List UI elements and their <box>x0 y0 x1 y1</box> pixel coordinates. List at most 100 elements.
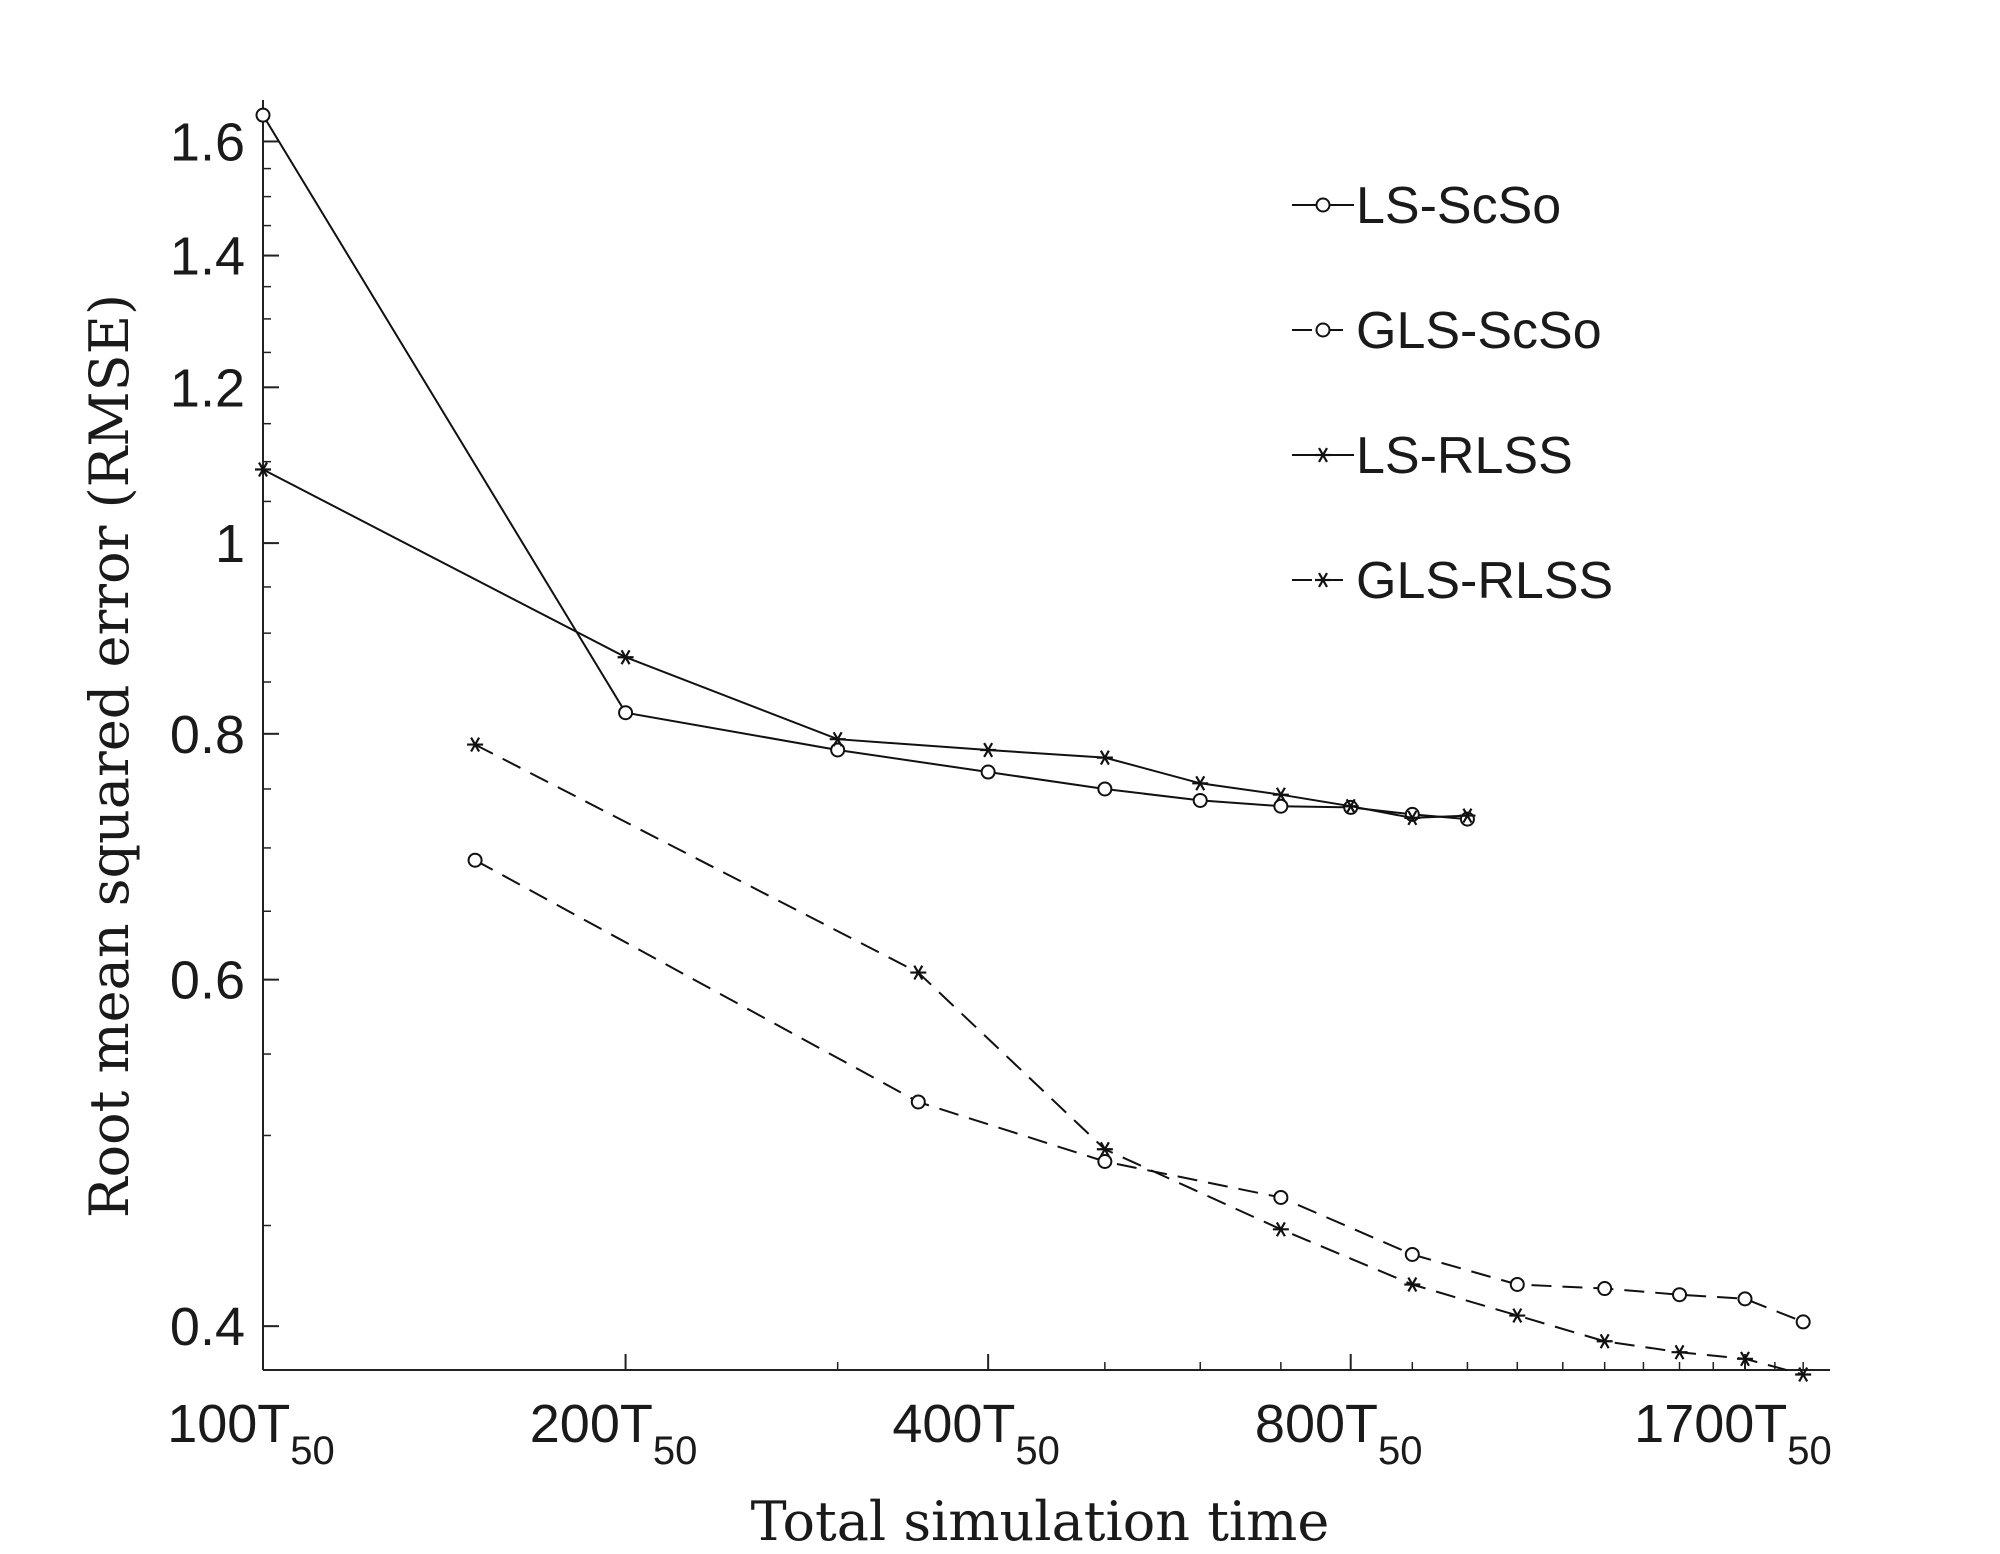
star-marker <box>1315 447 1331 463</box>
circle-marker <box>830 742 846 758</box>
x-axis-label: Total simulation time <box>751 1490 1330 1553</box>
star-marker <box>617 649 634 665</box>
legend-item: GLS-ScSo <box>1292 302 1602 360</box>
x-tick-label: 100T50 <box>167 1394 335 1473</box>
star-stroke <box>1599 1333 1610 1349</box>
y-tick-label: 1.6 <box>170 112 245 172</box>
star-stroke <box>258 461 268 477</box>
series-gls-scso <box>467 852 1811 1330</box>
legend-label: GLS-RLSS <box>1356 552 1613 610</box>
circle-marker <box>1509 1276 1525 1292</box>
circle-marker <box>1097 1154 1113 1170</box>
legend-label: GLS-ScSo <box>1356 302 1602 360</box>
star-marker <box>1342 798 1359 814</box>
circle-marker <box>1315 322 1331 338</box>
star-stroke <box>1674 1344 1685 1360</box>
y-tick-label: 0.8 <box>170 705 245 765</box>
circle-marker <box>910 1094 926 1110</box>
x-tick-label: 1700T50 <box>1634 1394 1832 1473</box>
x-tick-main: 100T <box>167 1394 290 1454</box>
star-stroke <box>1275 787 1286 803</box>
circle-marker <box>467 852 483 868</box>
circle-marker <box>980 764 996 780</box>
star-stroke <box>1099 1141 1110 1157</box>
star-marker <box>1596 1333 1613 1349</box>
x-axis-ticks: 100T50 200T50 400T50 800T50 1700T50 <box>167 1354 1832 1473</box>
circle-marker <box>1672 1287 1688 1303</box>
x-tick-subscript: 50 <box>1378 1429 1423 1473</box>
star-stroke <box>470 737 481 753</box>
y-axis-ticks: 0.4 0.6 0.8 1 1.2 1.4 1.6 <box>170 112 279 1357</box>
x-tick-label: 200T50 <box>530 1394 698 1473</box>
y-tick-label: 1 <box>215 514 245 574</box>
star-marker <box>910 965 927 981</box>
star-marker <box>1736 1351 1753 1367</box>
star-marker <box>1509 1308 1526 1324</box>
star-marker <box>1192 775 1209 791</box>
circle-marker <box>1097 781 1113 797</box>
circle-marker <box>1737 1291 1753 1307</box>
legend-item: GLS-RLSS <box>1292 552 1613 610</box>
x-tick-main: 200T <box>530 1394 653 1454</box>
star-stroke <box>1345 798 1356 814</box>
star-marker <box>1096 1141 1113 1157</box>
y-tick-label: 0.6 <box>170 951 245 1011</box>
circle-marker <box>1795 1314 1811 1330</box>
y-tick-label: 1.2 <box>170 358 245 418</box>
star-stroke <box>1318 447 1328 463</box>
circle-marker <box>618 705 634 721</box>
series-gls-rlss <box>467 737 1812 1382</box>
circle-marker <box>1315 197 1331 213</box>
star-stroke <box>832 731 843 747</box>
circle-marker <box>1404 1246 1420 1262</box>
legend-item: LS-ScSo <box>1292 177 1561 235</box>
x-tick-main: 800T <box>1255 1394 1378 1454</box>
x-tick-subscript: 50 <box>653 1429 698 1473</box>
star-stroke <box>1512 1308 1523 1324</box>
legend-item: LS-RLSS <box>1292 427 1573 485</box>
star-stroke <box>1099 750 1110 766</box>
legend: LS-ScSo GLS-ScSo LS-RLSS GLS-RLSS <box>1292 177 1613 610</box>
series-line <box>474 743 1804 1376</box>
star-marker <box>255 461 271 477</box>
star-stroke <box>1318 572 1328 588</box>
star-stroke <box>1740 1351 1750 1367</box>
star-stroke <box>620 649 631 665</box>
star-stroke <box>1798 1367 1809 1382</box>
star-marker <box>1459 808 1476 824</box>
star-marker <box>829 731 846 747</box>
star-marker <box>980 742 997 758</box>
star-stroke <box>1407 1276 1418 1292</box>
x-tick-main: 400T <box>892 1394 1015 1454</box>
circle-marker <box>1597 1281 1613 1297</box>
series-layer <box>255 107 1812 1382</box>
star-stroke <box>1407 810 1418 826</box>
legend-label: LS-RLSS <box>1356 427 1573 485</box>
star-marker <box>1795 1367 1812 1382</box>
star-marker <box>1272 1221 1289 1237</box>
star-marker <box>1096 750 1113 766</box>
series-line <box>262 468 1468 819</box>
x-tick-label: 400T50 <box>892 1394 1060 1473</box>
circle-marker <box>1273 798 1289 814</box>
series-line <box>474 859 1804 1323</box>
star-stroke <box>1275 1221 1286 1237</box>
y-tick-label: 1.4 <box>170 227 245 287</box>
circle-marker <box>1273 1189 1289 1205</box>
circle-marker <box>1192 792 1208 808</box>
star-stroke <box>913 965 924 981</box>
star-marker <box>1315 572 1331 588</box>
x-tick-subscript: 50 <box>290 1429 335 1473</box>
x-tick-main: 1700T <box>1634 1394 1787 1454</box>
y-tick-label: 0.4 <box>170 1297 245 1357</box>
star-marker <box>467 737 484 753</box>
series-line <box>262 114 1468 821</box>
star-stroke <box>983 742 994 758</box>
star-marker <box>1272 787 1289 803</box>
star-stroke <box>1195 775 1206 791</box>
circle-marker <box>255 107 271 123</box>
star-stroke <box>1462 808 1473 824</box>
x-tick-label: 800T50 <box>1255 1394 1423 1473</box>
series-ls-scso <box>255 107 1475 827</box>
